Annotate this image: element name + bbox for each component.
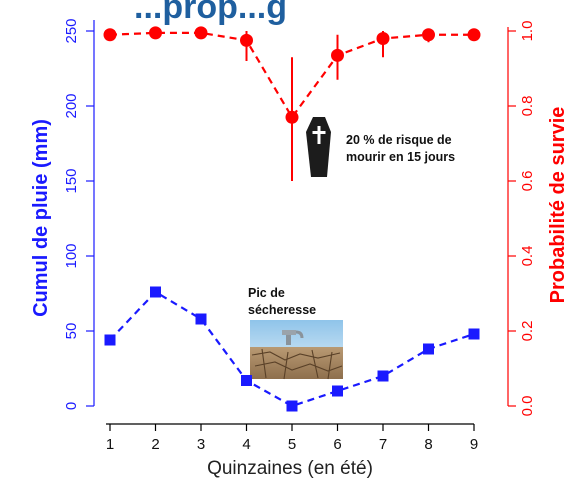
series-rain	[104, 286, 480, 412]
rain-point	[241, 375, 252, 386]
left-axis-label: Cumul de pluie (mm)	[30, 119, 52, 317]
left-tick-label: 150	[63, 168, 80, 193]
annotation-risk: 20 % de risque de mourir en 15 jours	[346, 133, 455, 164]
survival-point	[422, 28, 435, 42]
right-axis: 0.0 0.2 0.4 0.6 0.8 1.0	[507, 21, 536, 417]
rain-point	[377, 370, 389, 382]
rain-line	[109, 290, 475, 408]
left-tick-label: 0	[63, 402, 80, 410]
left-tick-label: 50	[63, 323, 80, 340]
right-tick-label: 0.0	[519, 396, 536, 417]
x-tick-label: 2	[151, 436, 159, 453]
series-survival	[103, 26, 481, 181]
x-tick-label: 9	[470, 436, 478, 453]
cracked-earth-photo	[250, 320, 343, 380]
right-tick-label: 1.0	[519, 21, 536, 42]
right-tick-label: 0.4	[519, 246, 536, 267]
left-tick-label: 200	[63, 93, 80, 118]
x-axis: 1 2 3 4 5 6 7 8 9	[106, 423, 478, 453]
right-tick-label: 0.6	[519, 171, 536, 192]
right-tick-label: 0.2	[519, 321, 536, 342]
rain-point	[150, 286, 161, 298]
rain-point	[423, 343, 434, 355]
survival-point	[103, 28, 117, 42]
rain-point	[468, 328, 480, 340]
x-axis-label: Quinzaines (en été)	[207, 458, 373, 479]
rain-point	[286, 400, 298, 412]
annotation-drought-line1: Pic de	[248, 286, 285, 300]
survival-point	[331, 48, 344, 62]
survival-point	[376, 32, 390, 45]
x-tick-label: 5	[288, 436, 296, 453]
coffin-icon	[306, 117, 331, 177]
survival-point	[149, 26, 162, 40]
right-axis-label: Probabilité de survie	[547, 107, 569, 304]
header-title-fragment: ...prop...g	[134, 0, 287, 26]
rain-point	[104, 334, 116, 346]
x-tick-label: 4	[242, 436, 250, 453]
annotation-risk-line1: 20 % de risque de	[346, 133, 452, 147]
left-tick-label: 100	[63, 243, 80, 268]
rain-point	[332, 385, 343, 397]
survival-point	[194, 26, 208, 40]
survival-line	[109, 31, 474, 120]
rain-point	[195, 313, 207, 325]
survival-point	[467, 28, 481, 42]
x-tick-label: 6	[333, 436, 341, 453]
left-axis: 0 50 100 150 200 250	[63, 18, 95, 410]
x-tick-label: 3	[197, 436, 205, 453]
survival-point	[285, 110, 299, 124]
x-tick-label: 8	[424, 436, 432, 453]
right-tick-label: 0.8	[519, 96, 536, 117]
annotation-drought: Pic de sécheresse	[248, 286, 316, 317]
left-tick-label: 250	[63, 18, 80, 43]
x-tick-label: 1	[106, 436, 114, 453]
annotation-drought-line2: sécheresse	[248, 303, 316, 317]
annotation-risk-line2: mourir en 15 jours	[346, 150, 455, 164]
survival-point	[240, 33, 253, 47]
x-tick-label: 7	[379, 436, 387, 453]
